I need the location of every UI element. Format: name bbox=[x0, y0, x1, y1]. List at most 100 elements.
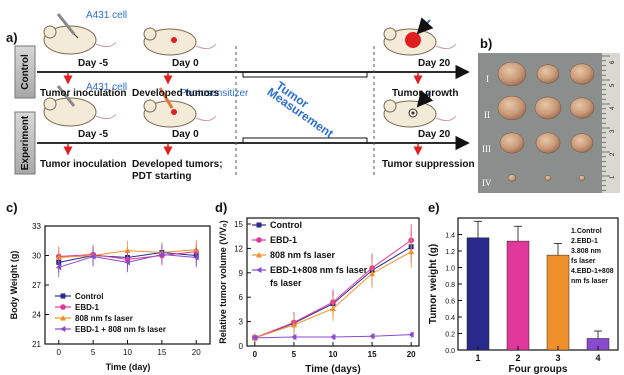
experiment-caption-2b: PDT starting bbox=[132, 171, 191, 182]
mouse-control-day-minus5 bbox=[43, 13, 117, 55]
chart-c-xlabel: Time (day) bbox=[106, 362, 151, 372]
chart-e-xtick-label: 3 bbox=[555, 353, 560, 363]
chart-c-legend-marker bbox=[60, 315, 66, 321]
chart-c-legend-label: EBD-1 + 808 nm fs laser bbox=[75, 325, 166, 334]
control-caption-1: Tumor inoculation bbox=[40, 88, 126, 99]
control-caption-3: Tumor growth bbox=[392, 88, 458, 99]
panel-a-schematic: a) Control Experiment Tumor Measurement … bbox=[6, 10, 475, 182]
chart-d-xlabel: Time (days) bbox=[305, 364, 360, 375]
tumor-sample bbox=[507, 174, 517, 182]
chart-d-legend-label: 808 nm fs laser bbox=[270, 250, 336, 260]
tumor-samples bbox=[497, 61, 595, 182]
chart-d-point bbox=[408, 248, 415, 255]
chart-d-legend-label-cont: fs laser bbox=[270, 278, 302, 288]
chart-e-legend-line: 2.EBD-1 bbox=[571, 238, 598, 245]
tumor-sample bbox=[570, 133, 594, 153]
chart-d-point bbox=[369, 333, 375, 340]
chart-c-body-weight: c) 21 24 27 30 33 0 5 10 15 20 Control EBD-1 808 n… bbox=[6, 200, 211, 372]
chart-d-ylabel: Relative tumor volume (V/V₀) bbox=[218, 220, 228, 344]
chart-c-ytick-label: 24 bbox=[32, 311, 41, 320]
chart-c-point bbox=[55, 264, 62, 271]
chart-d-xtick-label: 5 bbox=[292, 350, 297, 359]
chart-d-point bbox=[369, 270, 376, 277]
chart-e-bar bbox=[546, 254, 570, 351]
chart-e-xlabel: Four groups bbox=[509, 364, 568, 375]
chart-d-ytick-label: 12 bbox=[234, 244, 243, 253]
chart-e-ylabel: Tumor weight (g) bbox=[428, 244, 439, 324]
chart-e-ytick-label: 0.2 bbox=[445, 332, 455, 339]
chart-e-ytick-label: 1.2 bbox=[445, 249, 455, 256]
tumor-sample bbox=[534, 96, 562, 120]
panel-label-c: c) bbox=[6, 200, 18, 215]
experiment-caption-3: Tumor suppression bbox=[382, 159, 475, 170]
ruler-tick-label: 4 bbox=[610, 106, 616, 110]
chart-d-ytick-label: 6 bbox=[239, 293, 244, 302]
chart-c-point bbox=[124, 247, 131, 254]
chart-c-legend-label: Control bbox=[75, 292, 103, 301]
mouse-experiment-day20 bbox=[383, 90, 457, 128]
chart-e-ytick-label: 0.8 bbox=[445, 282, 455, 289]
chart-d-point bbox=[290, 321, 297, 328]
chart-d-legend-marker bbox=[256, 237, 262, 243]
tumor-sample bbox=[536, 64, 560, 84]
chart-d-point bbox=[251, 334, 258, 341]
tumor-sample bbox=[544, 175, 552, 181]
cell-label-experiment: A431 cell bbox=[86, 82, 127, 93]
chart-e-tumor-weight: e) 0.0 0.2 0.4 0.6 0.8 1.0 1.2 1.4 1 2 3 4 1.Contr… bbox=[428, 200, 619, 375]
chart-c-point bbox=[55, 254, 62, 260]
chart-e-bar bbox=[466, 237, 490, 351]
row-label-3: III bbox=[482, 144, 491, 154]
ruler-tick-label: 1 bbox=[610, 175, 616, 179]
chart-d-legend-label: Control bbox=[270, 220, 302, 230]
chart-e-xtick-label: 4 bbox=[595, 353, 600, 363]
chart-c-ytick-label: 27 bbox=[32, 281, 41, 290]
experiment-caption-1: Tumor inoculation bbox=[40, 159, 126, 170]
chart-e-ytick-label: 1.4 bbox=[445, 233, 455, 240]
chart-d-point bbox=[290, 334, 297, 341]
chart-e-xtick-label: 1 bbox=[475, 353, 480, 363]
tumor-sample bbox=[497, 61, 527, 87]
mouse-experiment-day0 bbox=[143, 87, 217, 128]
chart-c-legend-label: 808 nm fs laser bbox=[75, 314, 133, 323]
chart-c-xtick-label: 20 bbox=[192, 348, 201, 357]
tumor-sample bbox=[578, 175, 586, 181]
control-caption-2: Developed tumors bbox=[132, 88, 220, 99]
tumor-sample bbox=[569, 63, 595, 85]
chart-e-ytick-label: 1.0 bbox=[445, 266, 455, 273]
experiment-day-3: Day 20 bbox=[418, 129, 451, 140]
experiment-caption-2: Developed tumors; bbox=[132, 159, 223, 170]
chart-e-ytick-label: 0.0 bbox=[445, 348, 455, 355]
chart-d-xtick-label: 15 bbox=[368, 350, 377, 359]
chart-c-xtick-label: 15 bbox=[157, 348, 166, 357]
chart-e-legend-line: 3.808 nm bbox=[571, 248, 601, 255]
chart-e-legend-line: 1.Control bbox=[571, 228, 602, 235]
chart-c-ytick-label: 33 bbox=[32, 222, 41, 231]
chart-c-point bbox=[158, 251, 165, 258]
panel-label-a: a) bbox=[6, 30, 18, 45]
chart-d-xtick-label: 20 bbox=[407, 350, 416, 359]
ruler-tick-label: 6 bbox=[610, 60, 616, 64]
tumor-sample bbox=[499, 132, 525, 154]
row-label-2: II bbox=[484, 110, 490, 120]
chart-c-legend-marker bbox=[60, 293, 66, 299]
chart-c-ylabel: Body Weight (g) bbox=[9, 251, 19, 320]
chart-d-xtick-label: 0 bbox=[253, 350, 258, 359]
control-day-1: Day -5 bbox=[78, 58, 108, 69]
ruler-tick-label: 2 bbox=[610, 152, 616, 156]
chart-c-xtick-label: 5 bbox=[91, 348, 96, 357]
cell-label-control: A431 cell bbox=[86, 10, 127, 21]
control-label: Control bbox=[20, 54, 31, 90]
chart-e-ytick-label: 0.4 bbox=[445, 315, 455, 322]
chart-c-legend-label: EBD-1 bbox=[75, 303, 100, 312]
chart-d-tumor-volume: d) 0 3 6 9 12 15 0 5 10 15 20 Control EBD-1 808 nm … bbox=[215, 200, 420, 375]
control-tab bbox=[14, 45, 36, 99]
chart-c-legend-marker bbox=[60, 326, 66, 332]
ruler-tick-label: 3 bbox=[610, 129, 616, 133]
experiment-label: Experiment bbox=[20, 115, 31, 170]
chart-c-xtick-label: 0 bbox=[57, 348, 62, 357]
chart-c-ytick-label: 30 bbox=[32, 252, 41, 261]
ruler-tick-label: 5 bbox=[610, 83, 616, 87]
tumor-sample bbox=[497, 95, 527, 121]
chart-e-legend-line: fs laser bbox=[571, 258, 596, 265]
control-day-2: Day 0 bbox=[172, 58, 199, 69]
